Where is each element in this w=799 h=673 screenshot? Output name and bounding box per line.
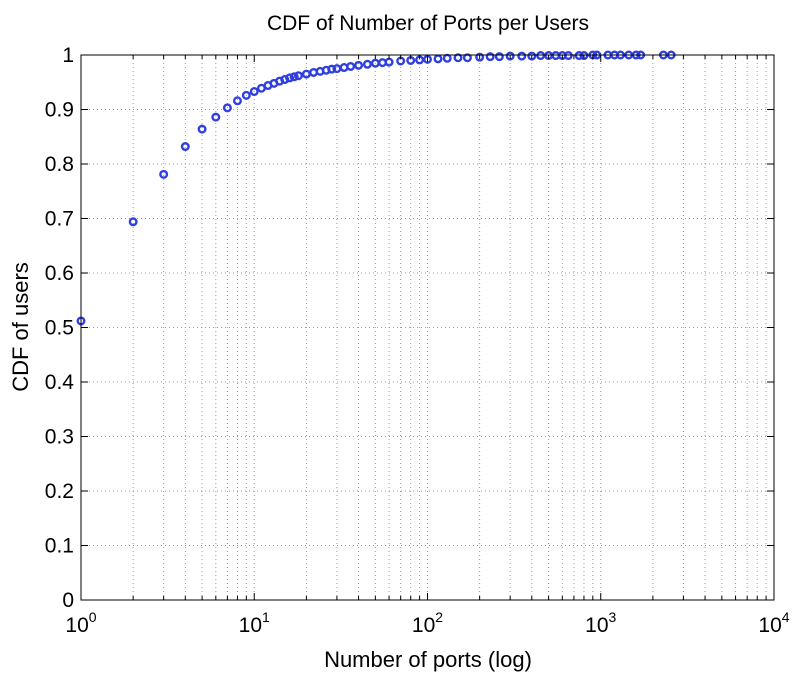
data-point <box>197 124 207 134</box>
data-point <box>384 57 394 67</box>
data-point <box>485 52 495 62</box>
data-point <box>536 51 546 61</box>
x-tick-labels: 100 101 102 103 104 <box>65 609 789 637</box>
x-axis-label: Number of ports (log) <box>324 647 532 672</box>
data-point <box>128 217 138 227</box>
data-point <box>453 53 463 63</box>
data-point <box>222 103 232 113</box>
x-tick-label: 102 <box>412 609 443 637</box>
data-point <box>285 73 295 83</box>
data-point <box>293 71 303 81</box>
chart-title: CDF of Number of Ports per Users <box>267 12 589 35</box>
y-tick-label: 0.6 <box>45 262 74 285</box>
y-tick-label: 0.5 <box>45 317 74 340</box>
y-tick-label: 0.2 <box>45 480 74 503</box>
y-tick-label: 0.7 <box>45 208 74 231</box>
y-tick-label: 0.8 <box>45 153 74 176</box>
data-point <box>211 112 221 122</box>
grid-lines <box>81 55 774 600</box>
x-tick-label: 103 <box>585 609 616 637</box>
data-point <box>332 64 342 74</box>
data-points <box>76 50 676 326</box>
x-tick-label: 104 <box>758 609 789 637</box>
data-point <box>354 60 364 70</box>
y-tick-label: 0 <box>62 589 74 612</box>
data-point <box>442 53 452 63</box>
y-tick-label: 0.9 <box>45 99 74 122</box>
y-tick-label: 0.4 <box>45 371 75 394</box>
data-point <box>301 69 311 79</box>
data-point <box>249 87 259 97</box>
x-tick-label: 101 <box>239 609 270 637</box>
data-point <box>289 72 299 82</box>
data-point <box>241 90 251 100</box>
data-point <box>232 96 242 106</box>
data-point <box>475 52 485 62</box>
data-point <box>527 51 537 61</box>
y-tick-label: 0.3 <box>45 426 74 449</box>
data-point <box>327 64 337 74</box>
data-point <box>433 54 443 64</box>
data-point <box>574 51 584 61</box>
y-tick-labels: 0 0.1 0.2 0.3 0.4 0.5 0.6 0.7 0.8 0.9 1 <box>45 44 75 612</box>
x-tick-label: 100 <box>65 609 96 637</box>
y-tick-label: 0.1 <box>45 535 74 558</box>
data-point <box>462 53 472 63</box>
data-point <box>362 59 372 69</box>
data-point <box>159 169 169 179</box>
data-point <box>517 51 527 61</box>
data-point <box>346 61 356 71</box>
data-point <box>563 51 573 61</box>
data-point <box>180 142 190 152</box>
data-point <box>494 52 504 62</box>
y-tick-label: 1 <box>62 44 74 67</box>
data-point <box>505 51 515 61</box>
axis-ticks <box>80 54 774 601</box>
y-axis-label: CDF of users <box>8 262 33 392</box>
